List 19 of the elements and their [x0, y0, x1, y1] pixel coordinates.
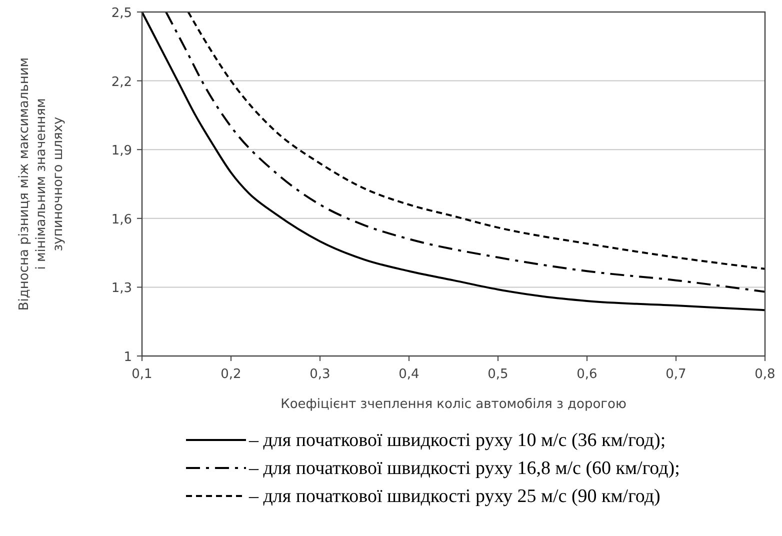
y-tick-label: 1,6 — [111, 212, 132, 228]
x-tick-label: 0,1 — [132, 367, 152, 382]
y-tick-label: 2,5 — [111, 6, 132, 21]
y-tick-label: 1 — [124, 350, 132, 365]
x-tick-label: 0,4 — [398, 367, 420, 382]
legend-label: – для початкової швидкості руху 16,8 м/с (60 км/год); — [248, 458, 680, 479]
y-axis-title: Відносна різниця між максимальним і мінімальним значенням зупиночного шляху — [17, 57, 66, 311]
y-tick-label: 1,9 — [111, 144, 132, 159]
x-tick-label: 0,6 — [576, 367, 598, 382]
x-tick-label: 0,3 — [310, 367, 330, 382]
x-tick-label: 0,2 — [220, 367, 242, 382]
legend-label: – для початкової швидкості руху 25 м/с (90 км/год) — [248, 486, 660, 507]
x-tick-label: 0,7 — [666, 367, 686, 382]
legend-label: – для початкової швидкості руху 10 м/с (36 км/год); — [248, 430, 666, 451]
y-tick-label: 1,3 — [111, 281, 132, 296]
x-axis-title: Коефіцієнт зчеплення коліс автомобіля з дорогою — [280, 397, 626, 412]
x-tick-label: 0,8 — [754, 367, 776, 382]
x-tick-label: 0,5 — [488, 367, 508, 382]
y-tick-label: 2,2 — [111, 74, 132, 90]
